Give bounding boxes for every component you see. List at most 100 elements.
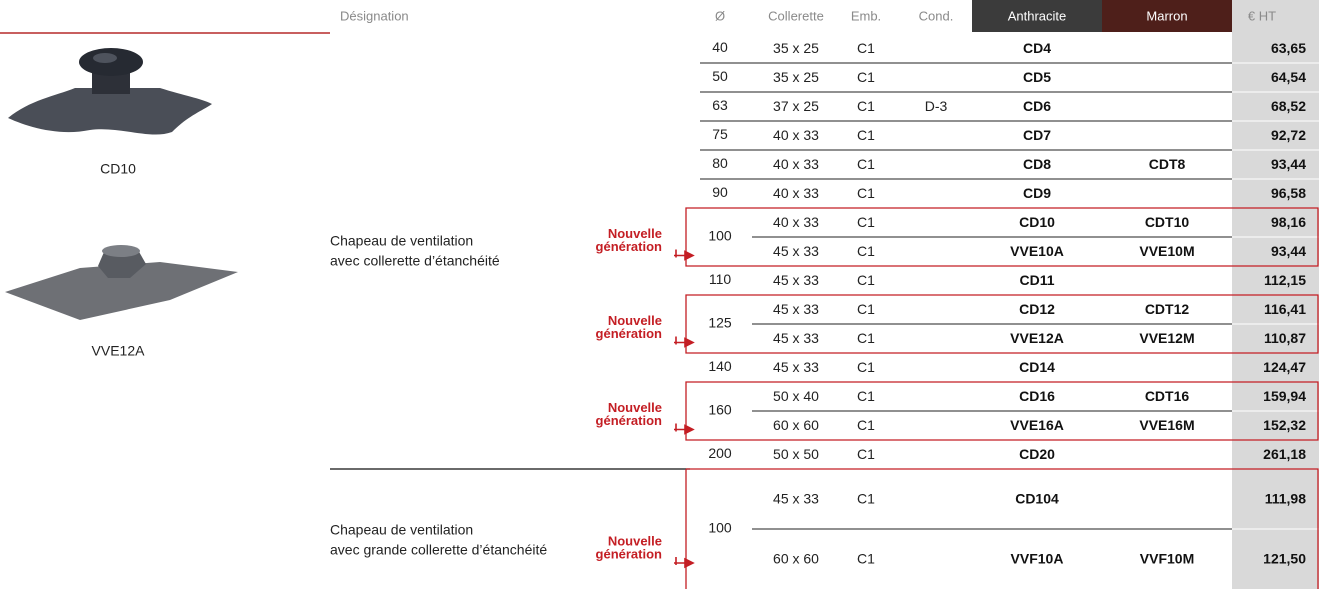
cell-anthracite: CD10 — [1019, 214, 1055, 230]
cell-collerette: 60 x 60 — [773, 551, 819, 567]
cell-marron: CDT10 — [1145, 214, 1190, 230]
cell-emb: C1 — [857, 214, 875, 230]
new-generation-arrow — [674, 249, 695, 261]
cell-collerette: 40 x 33 — [773, 127, 819, 143]
cell-cond: D-3 — [925, 98, 948, 114]
cell-emb: C1 — [857, 243, 875, 259]
designation: Chapeau de ventilation — [330, 233, 473, 249]
cell-marron: VVF10M — [1140, 551, 1194, 567]
cell-marron: CDT12 — [1145, 301, 1190, 317]
marron-header-bg — [1102, 0, 1232, 32]
header-anthracite: Anthracite — [1008, 8, 1067, 23]
diameter: 80 — [712, 155, 728, 171]
cell-collerette: 35 x 25 — [773, 40, 819, 56]
cell-anthracite: CD7 — [1023, 127, 1051, 143]
cell-anthracite: CD14 — [1019, 359, 1055, 375]
cell-price: 64,54 — [1271, 69, 1306, 85]
header-marron: Marron — [1146, 8, 1187, 23]
cell-collerette: 45 x 33 — [773, 301, 819, 317]
designation: Chapeau de ventilation — [330, 522, 473, 538]
cell-collerette: 60 x 60 — [773, 417, 819, 433]
diameter: 140 — [708, 358, 732, 374]
cell-anthracite: CD11 — [1019, 272, 1054, 288]
new-generation-label: Nouvelle — [608, 400, 662, 415]
designation: avec collerette d’étanchéité — [330, 253, 500, 269]
cell-price: 116,41 — [1264, 301, 1306, 317]
designation: avec grande collerette d’étanchéité — [330, 542, 547, 558]
cell-price: 63,65 — [1271, 40, 1306, 56]
cell-emb: C1 — [857, 359, 875, 375]
cell-marron: CDT8 — [1149, 156, 1186, 172]
cell-emb: C1 — [857, 98, 875, 114]
cell-price: 96,58 — [1271, 185, 1306, 201]
cell-emb: C1 — [857, 69, 875, 85]
cell-emb: C1 — [857, 272, 875, 288]
cell-price: 152,32 — [1263, 417, 1306, 433]
cell-emb: C1 — [857, 330, 875, 346]
diameter: 63 — [712, 97, 728, 113]
cell-collerette: 35 x 25 — [773, 69, 819, 85]
cell-anthracite: VVE16A — [1010, 417, 1064, 433]
header-price: € HT — [1248, 8, 1276, 23]
cell-price: 92,72 — [1271, 127, 1306, 143]
new-generation-arrow — [674, 423, 695, 435]
cell-emb: C1 — [857, 491, 875, 507]
cell-price: 110,87 — [1264, 330, 1306, 346]
new-generation-label: Nouvelle — [608, 533, 662, 548]
diameter: 110 — [709, 271, 732, 287]
cell-emb: C1 — [857, 301, 875, 317]
cell-anthracite: CD4 — [1023, 40, 1051, 56]
diameter: 50 — [712, 68, 728, 84]
cell-price: 159,94 — [1263, 388, 1306, 404]
cell-anthracite: CD9 — [1023, 185, 1051, 201]
cell-collerette: 45 x 33 — [773, 243, 819, 259]
new-generation-label: génération — [596, 413, 663, 428]
cell-collerette: 37 x 25 — [773, 98, 819, 114]
new-generation-box — [685, 207, 1319, 267]
cell-price: 111,98 — [1265, 491, 1306, 507]
header-diameter: Ø — [715, 8, 725, 23]
diameter: 40 — [712, 39, 728, 55]
cell-emb: C1 — [857, 388, 875, 404]
new-generation-label: génération — [596, 546, 663, 561]
cell-anthracite: CD5 — [1023, 69, 1051, 85]
cell-collerette: 45 x 33 — [773, 272, 819, 288]
anthracite-header-bg — [972, 0, 1102, 32]
rows: 40 35 x 25 C1 CD4 63,65 50 35 x 25 C1 CD5 64,54 63… — [330, 39, 1319, 589]
diameter: 160 — [708, 402, 732, 418]
cell-anthracite: VVF10A — [1011, 551, 1064, 567]
cell-emb: C1 — [857, 156, 875, 172]
diameter: 125 — [708, 315, 732, 331]
cell-anthracite: CD8 — [1023, 156, 1051, 172]
product-caption: CD10 — [100, 161, 136, 177]
cell-collerette: 50 x 50 — [773, 446, 819, 462]
cell-price: 98,16 — [1271, 214, 1306, 230]
cell-marron: VVE12M — [1139, 330, 1194, 346]
cell-marron: CDT16 — [1145, 388, 1190, 404]
product-image-vve12a — [5, 245, 238, 320]
cell-collerette: 40 x 33 — [773, 214, 819, 230]
cell-anthracite: VVE10A — [1010, 243, 1064, 259]
diameter: 75 — [712, 126, 728, 142]
diameter: 100 — [708, 520, 732, 536]
cell-price: 121,50 — [1263, 551, 1306, 567]
new-generation-box — [685, 381, 1319, 441]
cell-collerette: 50 x 40 — [773, 388, 819, 404]
cell-marron: VVE16M — [1139, 417, 1194, 433]
cell-price: 112,15 — [1264, 272, 1306, 288]
cell-collerette: 40 x 33 — [773, 156, 819, 172]
cell-emb: C1 — [857, 417, 875, 433]
new-generation-label: génération — [596, 239, 663, 254]
new-generation-arrow — [674, 557, 695, 569]
cell-price: 124,47 — [1263, 359, 1306, 375]
new-generation-label: Nouvelle — [608, 226, 662, 241]
new-generation-arrow — [674, 336, 695, 348]
cell-emb: C1 — [857, 40, 875, 56]
cell-price: 93,44 — [1271, 243, 1306, 259]
cell-anthracite: CD16 — [1019, 388, 1055, 404]
header-collerette: Collerette — [768, 8, 824, 23]
cell-anthracite: VVE12A — [1010, 330, 1064, 346]
cell-marron: VVE10M — [1139, 243, 1194, 259]
